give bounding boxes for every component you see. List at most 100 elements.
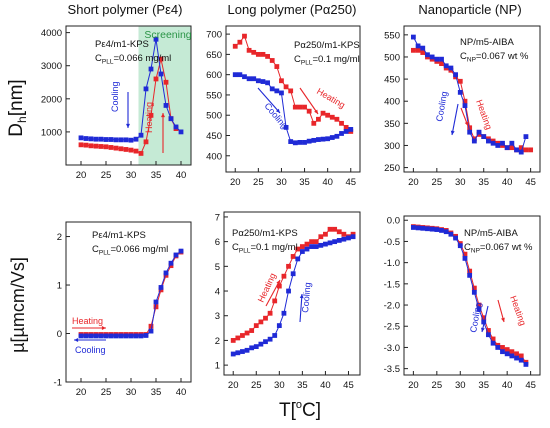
data-point-cool (158, 71, 164, 77)
data-point-cool (230, 351, 236, 357)
x-tick-label: 20 (408, 380, 419, 391)
plot-frame (403, 215, 541, 376)
arrow-head-cool (275, 108, 280, 113)
data-point-cool (306, 138, 312, 144)
data-point-heat (514, 351, 519, 357)
data-point-heat (276, 283, 282, 289)
data-point-heat (467, 268, 473, 274)
x-tick-label: 35 (478, 177, 489, 188)
y-tick-label: 400 (384, 97, 400, 108)
arrow-label-cool: Cooling (75, 345, 106, 355)
data-point-cool (457, 89, 463, 95)
arrow-label-heat: Heating (474, 98, 494, 131)
data-point-cool (471, 138, 477, 144)
data-point-heat (128, 147, 134, 153)
data-point-heat (251, 49, 257, 55)
y-tick-label: 300 (384, 141, 400, 152)
x-tick-label: 20 (76, 170, 87, 181)
arrow-heat (265, 279, 281, 307)
data-point-heat (274, 64, 280, 69)
data-point-cool (274, 88, 280, 94)
arrow-head-cool (74, 338, 79, 342)
data-point-heat (509, 145, 515, 151)
data-point-cool (410, 225, 416, 230)
data-point-heat (246, 47, 252, 53)
y-tick-label: 5 (215, 262, 220, 273)
data-point-cool (523, 134, 529, 140)
data-point-cool (318, 242, 324, 248)
arrow-head-heat (314, 109, 318, 114)
data-point-cool (448, 65, 454, 71)
arrow-head-heat (276, 280, 280, 285)
data-point-heat (481, 315, 487, 321)
panel-annotation: CPLL=0.066 mg/ml (95, 53, 171, 66)
y-tick-label: 450 (206, 131, 222, 142)
data-point-heat (148, 323, 154, 329)
data-point-cool (244, 347, 250, 353)
data-point-cool (495, 143, 501, 148)
data-point-cool (481, 134, 487, 140)
data-point-cool (292, 140, 298, 146)
data-point-cool (265, 80, 270, 86)
data-point-heat (329, 114, 335, 120)
data-point-cool (83, 333, 89, 339)
data-point-heat (153, 304, 159, 310)
y-tick-label: 7 (215, 212, 220, 223)
data-point-cool (251, 76, 257, 82)
data-point-cool (98, 333, 104, 339)
arrow-heat (299, 87, 319, 115)
data-point-cool (509, 353, 515, 359)
plot-frame (65, 25, 192, 166)
data-point-heat (263, 315, 268, 321)
x-tick-label: 25 (251, 380, 262, 391)
data-point-cool (325, 136, 331, 142)
data-point-cool (348, 127, 354, 132)
x-tick-label: 45 (345, 177, 356, 188)
data-point-cool (486, 332, 491, 338)
x-tick-label: 40 (502, 177, 513, 188)
arrow-head-cool (126, 123, 130, 128)
data-point-cool (462, 103, 468, 109)
arrow-head-heat (101, 326, 106, 330)
data-point-cool (242, 74, 247, 80)
arrow-label-cool: Cooling (468, 302, 483, 334)
x-tick-label: 30 (276, 177, 287, 188)
data-point-heat (138, 151, 144, 156)
data-point-heat (336, 229, 342, 235)
y-tick-label: 0 (57, 329, 62, 340)
panel-title: Short polymer (Pε4) (68, 2, 183, 17)
data-point-cool (237, 72, 243, 78)
screening-label: Screening (144, 29, 191, 41)
x-tick-label: 40 (322, 177, 333, 188)
data-point-heat (267, 310, 273, 316)
x-tick-label: 30 (126, 170, 137, 181)
data-point-heat (318, 234, 324, 240)
data-point-cool (272, 333, 278, 338)
arrow-label-cool: Cooling (262, 101, 289, 131)
y-tick-label: 250 (384, 163, 400, 174)
y-tick-label: 6 (215, 237, 220, 248)
panel-annotation: CPLL=0.1 mg/ml (294, 54, 360, 67)
data-point-cool (500, 349, 505, 355)
data-point-heat (462, 251, 468, 257)
y-tick-label: 0.0 (387, 216, 400, 227)
x-tick-label: 30 (455, 380, 466, 391)
data-point-heat (457, 78, 463, 84)
x-tick-label: 30 (274, 380, 285, 391)
data-point-cool (255, 78, 261, 84)
y-tick-label: -1.0 (384, 258, 400, 269)
data-point-cool (434, 56, 440, 62)
data-point-cool (143, 86, 149, 92)
panel-bm: 20 25 30 35 40 451234567Pα250/m1-KPSCPLL=0.1 … (215, 211, 361, 391)
panel-annotation: CNP=0.067 wt % (460, 51, 529, 64)
data-point-cool (78, 135, 84, 141)
plot-frame (403, 25, 541, 173)
data-point-heat (292, 104, 298, 110)
y-tick-label: -3.0 (384, 343, 400, 354)
data-point-cool (118, 333, 124, 339)
data-point-heat (299, 244, 305, 249)
data-point-heat (297, 104, 303, 110)
data-point-cool (518, 149, 524, 155)
data-point-cool (309, 244, 314, 249)
